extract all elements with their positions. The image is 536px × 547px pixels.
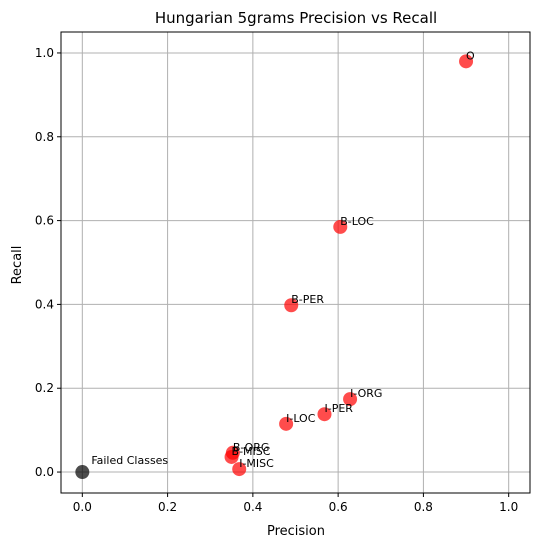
data-point xyxy=(459,54,474,69)
y-tick-label: 0.6 xyxy=(35,214,54,228)
data-point xyxy=(333,219,348,234)
data-point xyxy=(224,449,239,464)
data-point-label: B-ORG xyxy=(233,441,270,454)
axes: 0.0 0.2 0.4 0.6 0.8 1.0 0.0 0.2 0.4 0.6 0.8 1.0 xyxy=(35,46,518,514)
x-tick-label: 0.2 xyxy=(158,500,177,514)
data-point-label: B-LOC xyxy=(340,215,374,228)
data-points: O B-LOC B-PER I-ORG I-PER I-LOC B-ORGB-MISCI-M… xyxy=(75,49,475,480)
x-tick-label: 0.0 xyxy=(73,500,92,514)
data-point-label: I-PER xyxy=(324,402,353,415)
data-point-label: O xyxy=(466,49,475,62)
failed-point-label: Failed Classes xyxy=(91,454,168,467)
failed-point xyxy=(75,465,90,480)
x-tick-label: 1.0 xyxy=(499,500,518,514)
x-axis-label: Precision xyxy=(267,524,325,539)
x-tick-label: 0.8 xyxy=(414,500,433,514)
data-point xyxy=(284,298,299,313)
data-point xyxy=(317,407,332,422)
y-tick-label: 1.0 xyxy=(35,46,54,60)
x-tick-label: 0.6 xyxy=(329,500,348,514)
plot-frame xyxy=(60,31,531,494)
data-point xyxy=(232,462,247,477)
data-point-label: B-MISC xyxy=(232,445,271,458)
y-tick-label: 0.4 xyxy=(35,297,54,311)
data-point xyxy=(279,416,294,431)
data-point-label: I-MISC xyxy=(239,457,274,470)
y-tick-label: 0.0 xyxy=(35,465,54,479)
chart-title: Hungarian 5grams Precision vs Recall xyxy=(155,9,437,27)
y-tick-label: 0.2 xyxy=(35,381,54,395)
x-tick-label: 0.4 xyxy=(243,500,262,514)
data-point-label: I-ORG xyxy=(350,387,382,400)
y-axis-label: Recall xyxy=(10,246,25,285)
y-tick-label: 0.8 xyxy=(35,130,54,144)
data-point-label: I-LOC xyxy=(286,412,316,425)
data-point xyxy=(343,392,358,407)
data-point-label: B-PER xyxy=(291,293,324,306)
